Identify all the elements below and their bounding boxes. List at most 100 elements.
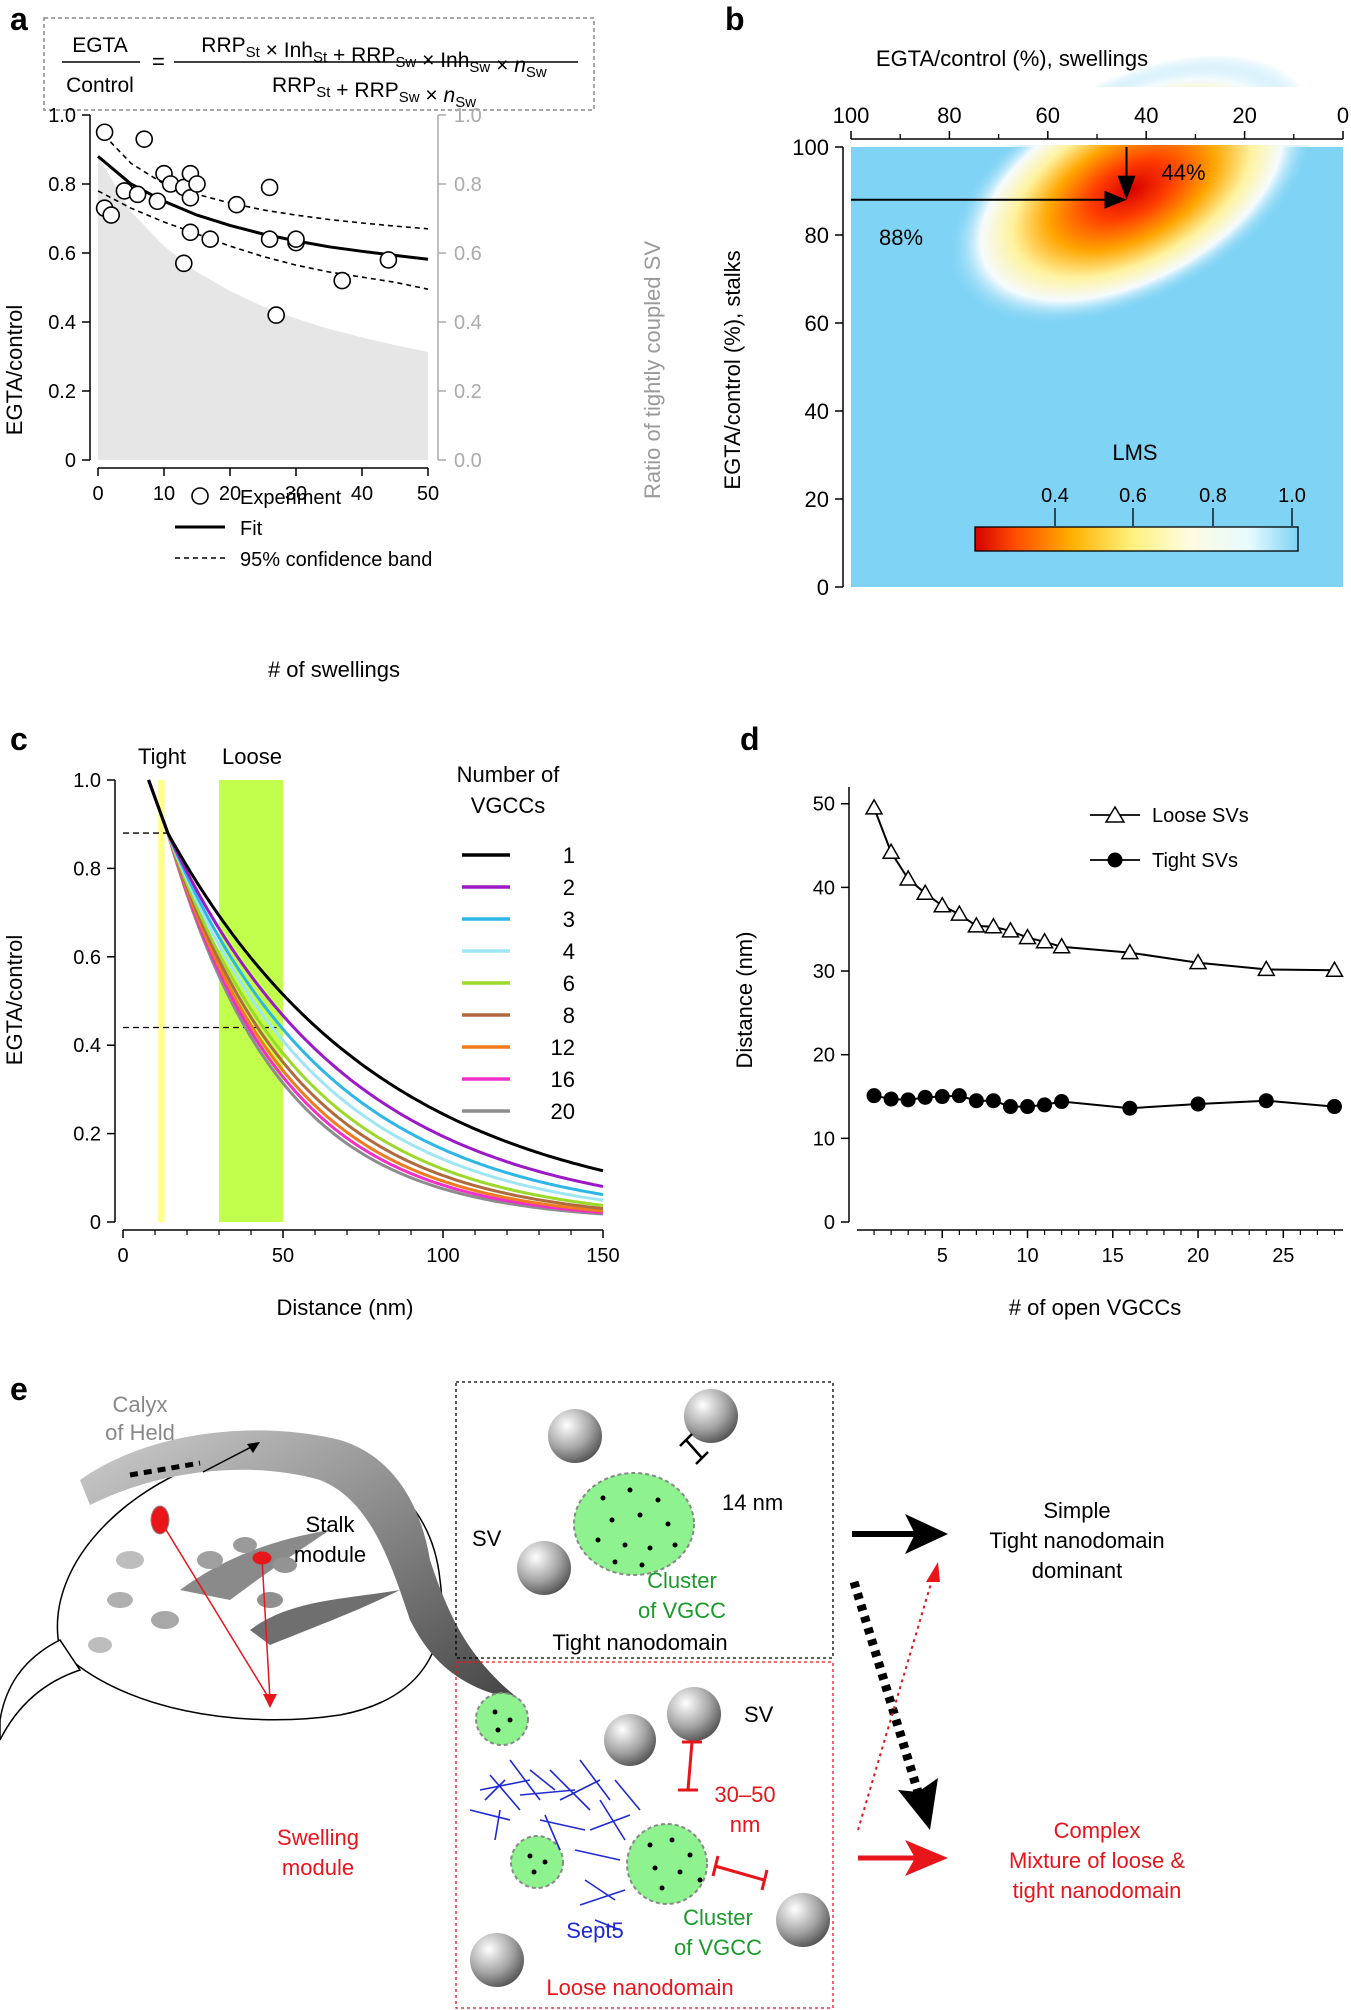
loose-sv-point bbox=[1188, 953, 1208, 970]
calyx-branch bbox=[250, 1590, 400, 1645]
x-tick-label: 20 bbox=[1187, 1245, 1209, 1267]
complex-label-3: tight nanodomain bbox=[1013, 1878, 1182, 1903]
x-tick-label: 150 bbox=[586, 1245, 619, 1267]
x-tick-label: 25 bbox=[1272, 1245, 1294, 1267]
swelling bbox=[197, 1551, 223, 1569]
arrow-dotted-up bbox=[857, 1579, 933, 1831]
legend-label-2: 2 bbox=[563, 875, 575, 900]
formula-lhs-top: EGTA bbox=[72, 34, 128, 57]
complex-label-1: Complex bbox=[1054, 1818, 1141, 1843]
loose-sv-point bbox=[1256, 959, 1276, 977]
legend-experiment: Experiment bbox=[240, 487, 342, 509]
curve-vgcc-1 bbox=[147, 779, 604, 1173]
panel-d-legend: Loose SVs Tight SVs bbox=[1090, 805, 1249, 872]
loose-distance-marker bbox=[714, 1864, 765, 1882]
legend-label-3: 3 bbox=[563, 907, 575, 932]
colorbar-tick: 0.8 bbox=[1199, 485, 1227, 507]
experiment-point bbox=[95, 123, 114, 142]
tight-sv-point bbox=[1020, 1099, 1036, 1115]
swelling-arrowhead bbox=[263, 1694, 277, 1708]
experiment-point bbox=[287, 230, 305, 248]
synaptic-vesicle bbox=[667, 1687, 721, 1741]
y-tick-label: 0.4 bbox=[73, 1035, 101, 1057]
curve-vgcc-16 bbox=[147, 779, 604, 1215]
swelling bbox=[273, 1557, 297, 1573]
y-tick-label: 0 bbox=[824, 1212, 835, 1234]
y-tick-label: 0.2 bbox=[48, 381, 76, 403]
x-tick-label: 60 bbox=[1036, 103, 1060, 128]
loose-box-title: Loose nanodomain bbox=[546, 1975, 733, 2000]
distance-marker-cap bbox=[679, 1433, 693, 1447]
tight-sv-point bbox=[1122, 1100, 1138, 1116]
arrow-dotted-up-head bbox=[926, 1562, 940, 1582]
y2-tick-label: 0.2 bbox=[454, 381, 482, 403]
tight-sv-point bbox=[883, 1091, 899, 1107]
loose-sv-point bbox=[1120, 943, 1140, 960]
loose-sv-point bbox=[932, 896, 952, 913]
y-tick-label: 0.4 bbox=[48, 312, 76, 334]
y2-tick-label: 0.0 bbox=[454, 450, 482, 472]
formula-equals: = bbox=[152, 49, 165, 74]
arrow-simple-head bbox=[905, 1514, 948, 1554]
x-tick-label: 40 bbox=[1134, 103, 1158, 128]
distance-marker bbox=[685, 1439, 703, 1459]
swelling bbox=[88, 1637, 112, 1653]
tight-sv-point bbox=[1190, 1096, 1206, 1112]
sept5-filaments bbox=[469, 1759, 641, 1931]
colorbar-tick: 0.4 bbox=[1041, 485, 1069, 507]
tight-sv-point bbox=[985, 1093, 1001, 1109]
tight-sv-point bbox=[917, 1089, 933, 1105]
y-tick-label: 0 bbox=[90, 1212, 101, 1234]
stalk-arrowhead bbox=[247, 1442, 260, 1453]
calyx-label-2: of Held bbox=[105, 1420, 175, 1445]
loose-distance-cap bbox=[711, 1855, 720, 1877]
loose-distance-marker bbox=[686, 1741, 694, 1791]
x-tick-label: 50 bbox=[272, 1245, 294, 1267]
confidence-band-upper bbox=[97, 128, 429, 230]
tight-sv-point bbox=[934, 1089, 950, 1105]
experiment-point bbox=[175, 254, 193, 273]
colorbar bbox=[974, 526, 1299, 552]
loose-sv-point bbox=[881, 842, 901, 859]
colorbar-label: LMS bbox=[1112, 440, 1157, 465]
legend-label-1: 1 bbox=[563, 843, 575, 868]
sept5-label: Sept5 bbox=[566, 1918, 624, 1943]
tight-sv-point bbox=[900, 1092, 916, 1108]
experiment-point bbox=[260, 230, 279, 248]
loose-sv-point bbox=[950, 904, 969, 921]
tight-sv-point bbox=[1326, 1099, 1342, 1115]
curve-vgcc-2 bbox=[147, 779, 604, 1188]
y-tick-label: 0.6 bbox=[48, 243, 76, 265]
legend-loose-marker bbox=[1104, 805, 1126, 823]
loose-distance-label-1: 30–50 bbox=[714, 1782, 775, 1807]
legend-label-4: 4 bbox=[563, 939, 575, 964]
cluster-label-loose-1: Cluster bbox=[683, 1905, 753, 1930]
x-tick-label: 15 bbox=[1102, 1245, 1124, 1267]
loose-region bbox=[219, 780, 283, 1222]
stalk-label-2: module bbox=[294, 1542, 366, 1567]
loose-sv-point bbox=[1035, 932, 1054, 949]
y-tick-label: 0 bbox=[65, 450, 76, 472]
legend-label-8: 8 bbox=[563, 1003, 575, 1028]
panel-d-chart: Distance (nm) # of open VGCCs Loose SVs … bbox=[732, 787, 1344, 1320]
synaptic-vesicle bbox=[776, 1893, 830, 1947]
calyx-branch bbox=[180, 1530, 330, 1600]
panel-label-c: c bbox=[10, 721, 28, 757]
legend-label-16: 16 bbox=[551, 1067, 575, 1092]
x-tick-label: 20 bbox=[219, 483, 241, 505]
formula-box bbox=[43, 17, 595, 111]
experiment-point bbox=[148, 192, 167, 211]
experiment-point bbox=[227, 195, 246, 214]
x-tick-label: 30 bbox=[285, 483, 307, 505]
optimum-arrowhead bbox=[1117, 175, 1136, 200]
synaptic-vesicle bbox=[517, 1541, 571, 1595]
panel-a-ylabel: EGTA/control bbox=[2, 305, 27, 435]
swelling bbox=[116, 1551, 144, 1569]
y-tick-label: 0.8 bbox=[48, 174, 76, 196]
vgcc-cluster bbox=[626, 1823, 708, 1905]
vgcc-cluster bbox=[475, 1692, 529, 1746]
synaptic-vesicle bbox=[470, 1933, 524, 1987]
loose-sv-point bbox=[1001, 921, 1020, 938]
tight-distance-label: 14 nm bbox=[722, 1490, 783, 1515]
swelling-pointer bbox=[261, 1557, 271, 1701]
